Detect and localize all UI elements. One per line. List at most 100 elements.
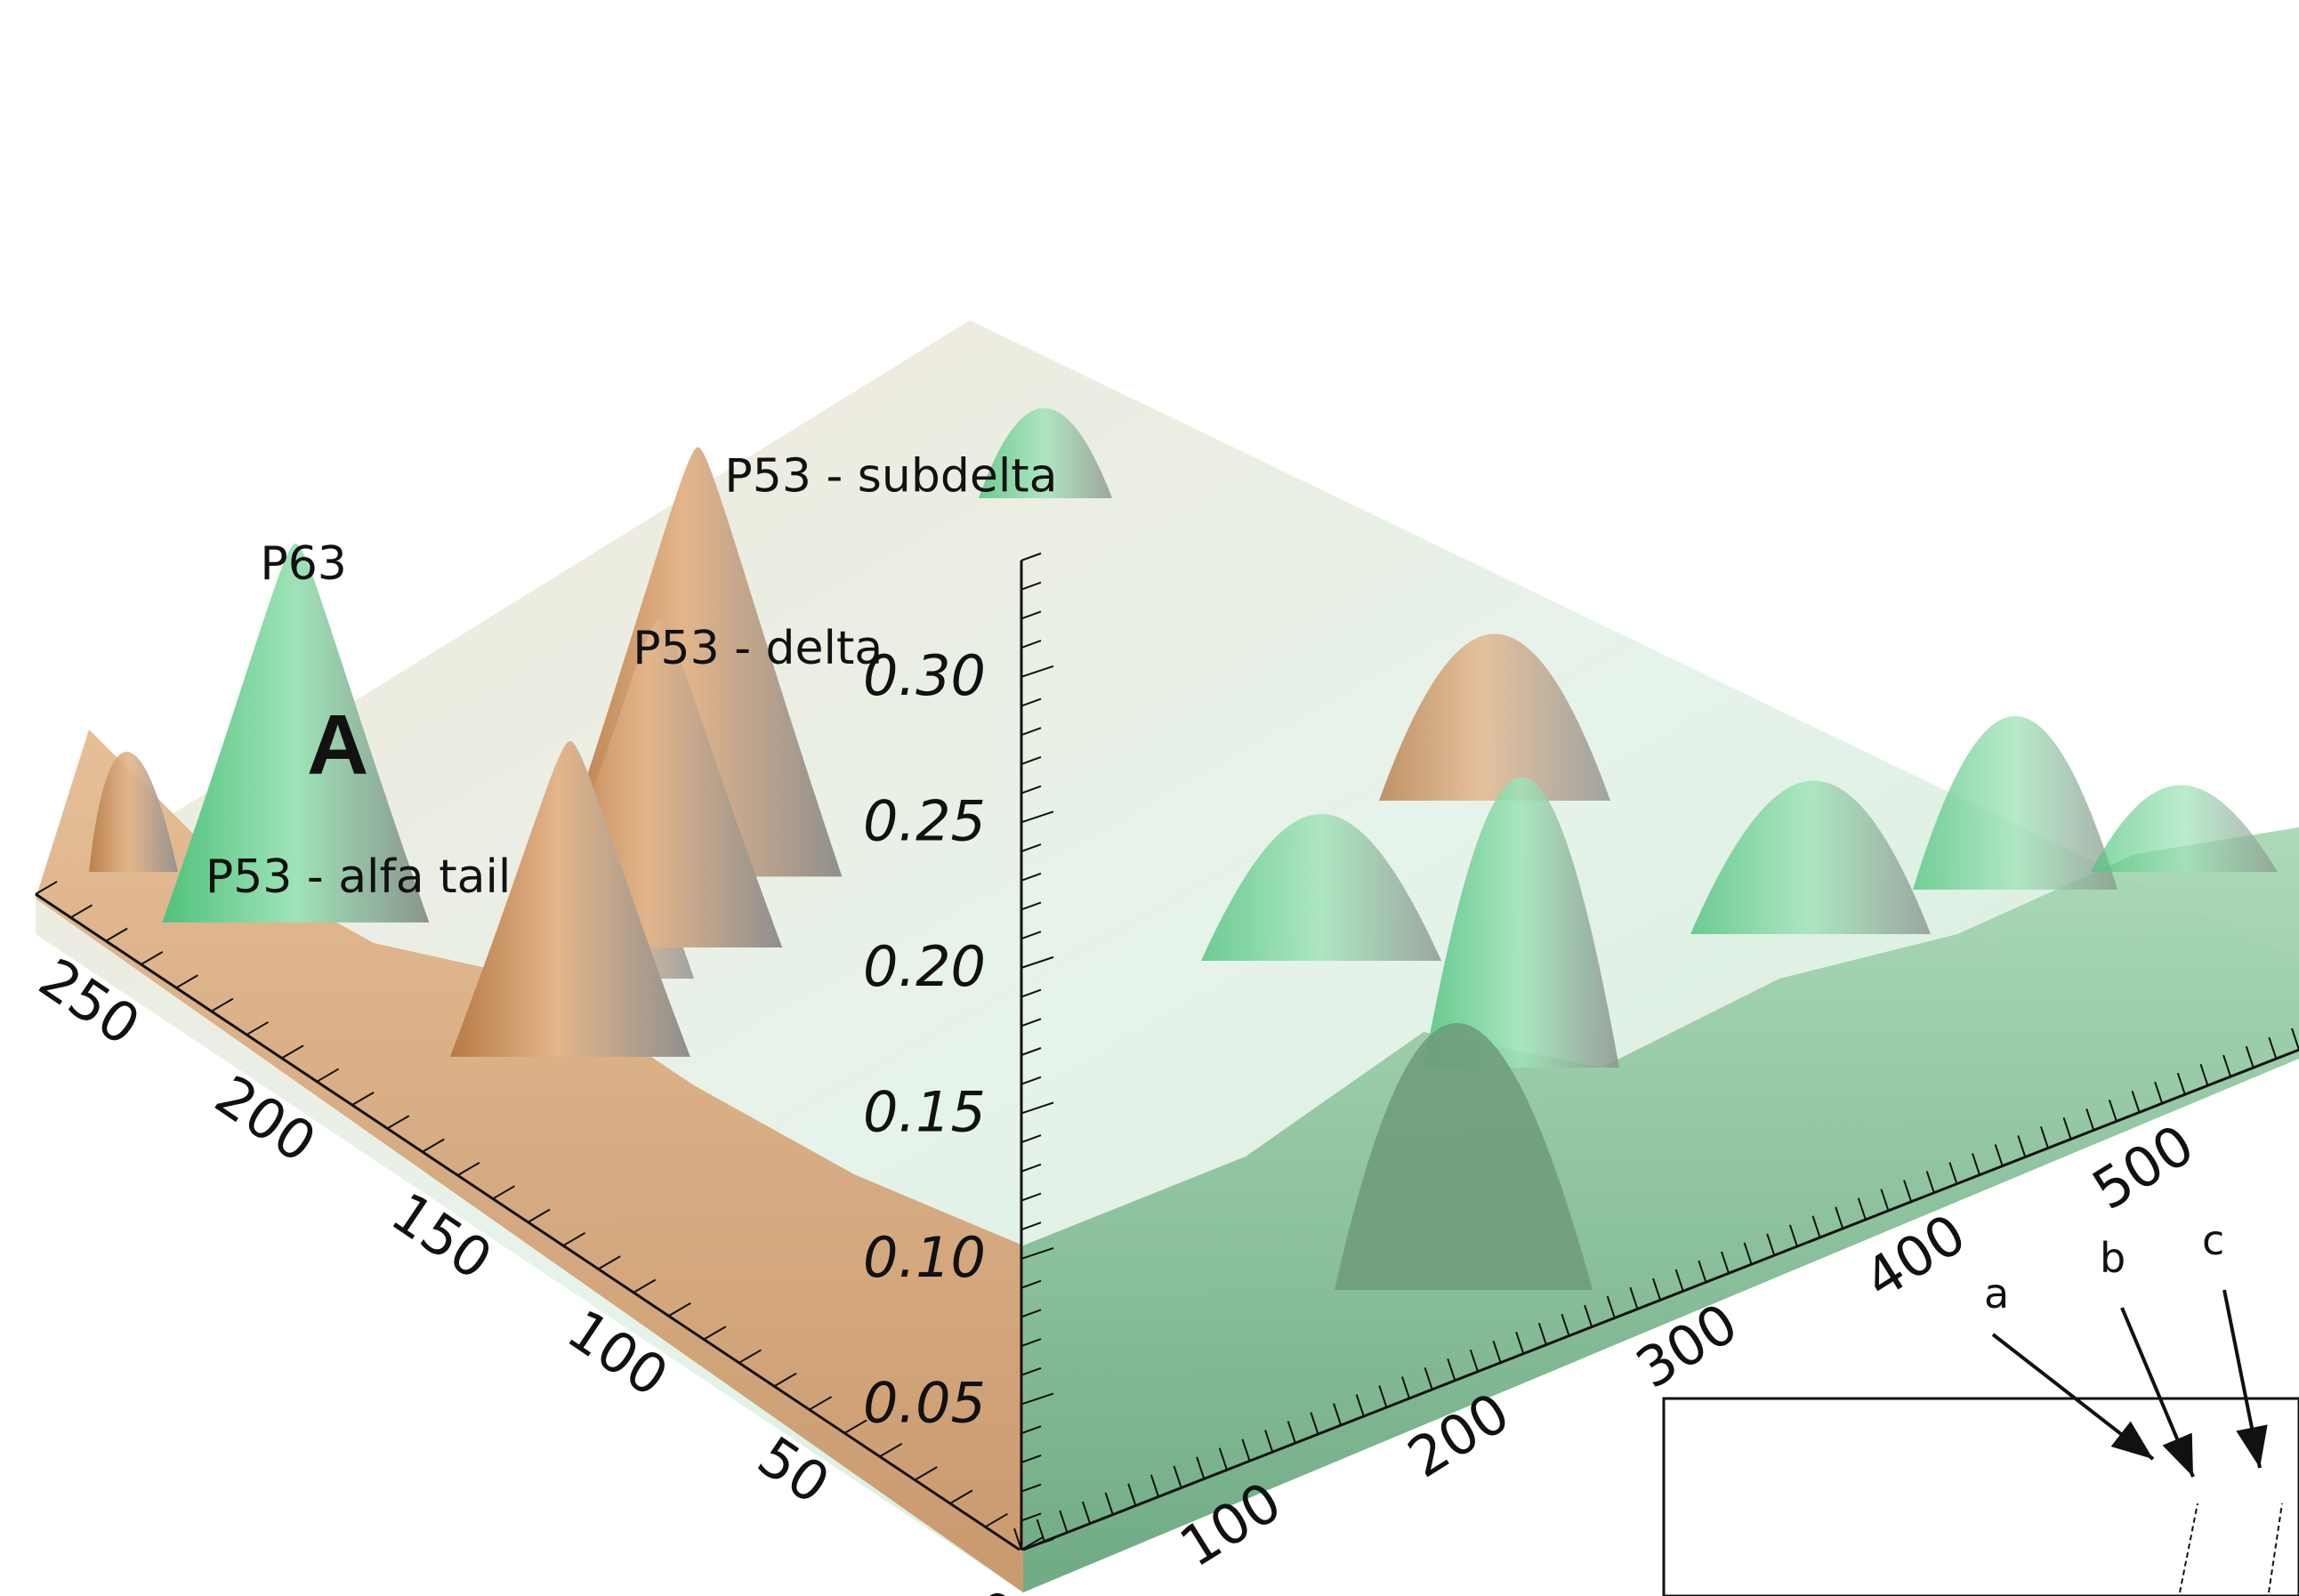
peak-label: P53 - delta [633,622,883,675]
inset-arrow-head [2236,1424,2268,1468]
x-tick [1698,1260,1707,1283]
z-tick-label: 0.20 [863,934,986,999]
y-tick [810,1396,833,1410]
inset-arrow-head [2162,1432,2193,1477]
x-tick [2176,1072,2186,1095]
x-tick [1196,1456,1206,1479]
z-axis-tick-labels: 0.05 0.10 0.15 0.20 0.25 0.30 [863,643,986,1436]
y-tick [35,881,58,895]
z-tick [1020,552,1042,561]
x-tick [2085,1108,2095,1131]
z-tick-label: 0.15 [863,1079,986,1144]
z-tick [1020,640,1042,649]
x-tick [1104,1492,1114,1515]
x-tick [1036,1519,1045,1542]
y-tick [1020,1536,1044,1551]
y-tick [246,1021,269,1036]
z-tick [1020,1134,1042,1144]
y-tick [387,1115,410,1130]
z-tick [1020,610,1042,620]
y-tick [774,1372,797,1387]
z-tick [1020,1076,1042,1085]
inset-arrow-label: b [2100,1234,2126,1282]
surface-wall-left [36,729,1023,1592]
y-tick [704,1326,727,1340]
inset-arrow-label: c [2202,1216,2224,1264]
z-tick [1020,581,1042,591]
y-tick [844,1419,867,1434]
x-tick [1515,1331,1525,1354]
z-tick [1020,1512,1042,1522]
x-tick [1766,1233,1776,1256]
x-tick [1333,1403,1342,1425]
inset-arrow-label: a [1984,1270,2009,1318]
x-axis [1013,1028,2299,1552]
x-tick [1287,1421,1296,1443]
z-tick [1020,1047,1042,1056]
peak-label: P53 - alfa tail [206,850,512,904]
y-tick [915,1466,938,1480]
z-tick [1020,872,1042,882]
y-tick [985,1512,1008,1527]
z-tick-label: 0.10 [863,1225,986,1290]
peak-label: P53 - subdelta [724,450,1057,504]
surface-wall-right [1023,827,2299,1592]
z-tick [1020,810,1054,824]
x-tick [1994,1144,2004,1166]
z-tick-label: 0.30 [863,643,986,708]
peak-labels: P53 - subdelta P63 P53 - delta P53 - alfa t… [206,450,1058,904]
y-tick [351,1092,375,1106]
inset-arrow-head [2110,1421,2153,1459]
z-tick [1020,1366,1042,1376]
y-tick [528,1208,551,1223]
x-tick [1674,1269,1684,1292]
x-tick [1857,1197,1867,1220]
x-tick [1972,1153,1980,1175]
x-tick [2268,1036,2278,1060]
y-tick [70,904,93,919]
x-tick [1378,1385,1388,1407]
z-tick [1020,1221,1042,1231]
x-tick [2199,1063,2209,1086]
z-tick [1020,1246,1054,1260]
peak-label: P63 [260,537,347,591]
x-tick [1720,1251,1730,1274]
y-tick [422,1138,445,1153]
x-tick [1537,1322,1547,1345]
x-tick [2108,1099,2118,1122]
x-tick [1606,1295,1616,1318]
x-tick [1013,1527,1022,1551]
y-tick [950,1489,973,1504]
z-tick [1020,1309,1042,1318]
y-tick [492,1185,515,1200]
y-tick [738,1349,762,1364]
x-tick [1880,1189,1890,1211]
surface-peaks [162,447,843,1057]
x-tick [1925,1171,1935,1193]
z-axis [1020,552,1054,1551]
x-tick [1743,1242,1753,1265]
x-tick [1835,1206,1844,1229]
x-tick [1948,1162,1958,1184]
x-tick [1081,1501,1091,1524]
x-tick [1561,1313,1570,1336]
peak [449,740,690,1057]
y-tick [598,1255,621,1270]
x-tick [1424,1367,1433,1390]
x-tick [1264,1430,1274,1452]
x-tick [1150,1474,1159,1497]
inset-chart: a b c [1662,1216,2299,1596]
x-tick [1400,1376,1410,1399]
x-tick [1127,1483,1137,1506]
x-tick [1492,1340,1502,1363]
x-tick [1310,1412,1319,1434]
x-tick [1629,1286,1639,1310]
x-tick [1241,1439,1251,1461]
z-tick [1020,1392,1054,1406]
z-tick [1020,901,1042,911]
y-tick [563,1231,586,1246]
z-tick [1020,727,1042,737]
x-tick [2062,1117,2072,1140]
z-tick [1020,931,1042,940]
